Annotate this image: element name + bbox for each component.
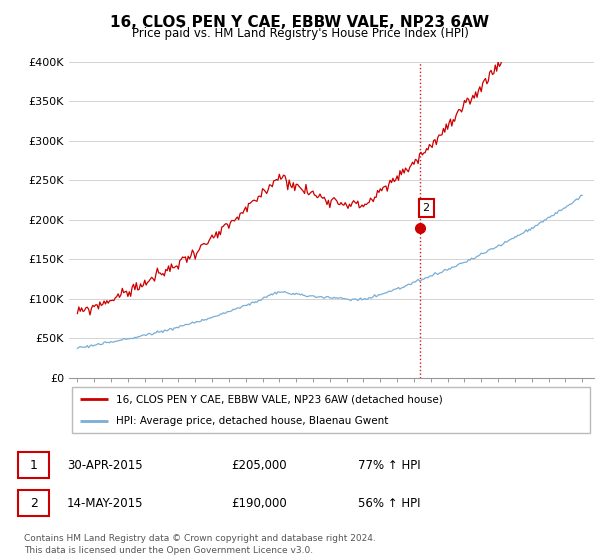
Text: £190,000: £190,000	[231, 497, 287, 510]
Text: 16, CLOS PEN Y CAE, EBBW VALE, NP23 6AW (detached house): 16, CLOS PEN Y CAE, EBBW VALE, NP23 6AW …	[116, 394, 443, 404]
FancyBboxPatch shape	[18, 491, 49, 516]
Text: 77% ↑ HPI: 77% ↑ HPI	[358, 459, 420, 472]
Text: HPI: Average price, detached house, Blaenau Gwent: HPI: Average price, detached house, Blae…	[116, 416, 389, 426]
Text: 2: 2	[29, 497, 38, 510]
Text: 2: 2	[422, 203, 430, 213]
Text: 56% ↑ HPI: 56% ↑ HPI	[358, 497, 420, 510]
FancyBboxPatch shape	[71, 388, 590, 433]
Text: 30-APR-2015: 30-APR-2015	[67, 459, 142, 472]
Text: 16, CLOS PEN Y CAE, EBBW VALE, NP23 6AW: 16, CLOS PEN Y CAE, EBBW VALE, NP23 6AW	[110, 15, 490, 30]
Text: 14-MAY-2015: 14-MAY-2015	[67, 497, 143, 510]
Text: 1: 1	[29, 459, 38, 472]
FancyBboxPatch shape	[18, 452, 49, 478]
Text: Price paid vs. HM Land Registry's House Price Index (HPI): Price paid vs. HM Land Registry's House …	[131, 27, 469, 40]
Text: Contains HM Land Registry data © Crown copyright and database right 2024.
This d: Contains HM Land Registry data © Crown c…	[24, 534, 376, 555]
Text: £205,000: £205,000	[231, 459, 287, 472]
